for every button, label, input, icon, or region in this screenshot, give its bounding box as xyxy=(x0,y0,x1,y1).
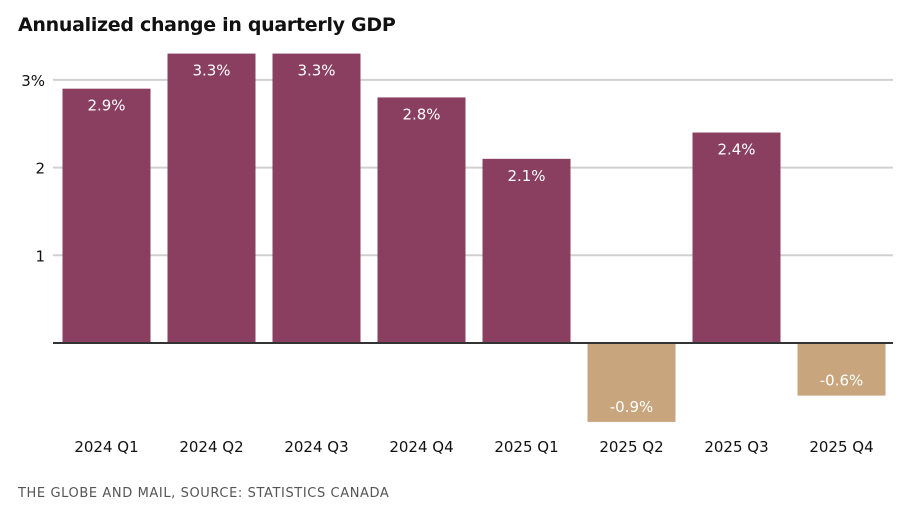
data-label: -0.6% xyxy=(820,372,864,390)
bar xyxy=(272,53,361,344)
chart-title: Annualized change in quarterly GDP xyxy=(18,14,396,36)
bar xyxy=(587,343,676,422)
data-label: 2.8% xyxy=(402,105,440,123)
x-tick-label: 2025 Q4 xyxy=(809,438,873,456)
x-tick-label: 2024 Q1 xyxy=(74,438,138,456)
bar xyxy=(377,97,466,343)
data-label: 3.3% xyxy=(192,62,230,80)
y-tick-label: 1 xyxy=(35,247,45,265)
y-tick-label: 3% xyxy=(21,72,45,90)
x-tick-label: 2025 Q2 xyxy=(599,438,663,456)
x-tick-label: 2025 Q1 xyxy=(494,438,558,456)
data-label: 2.4% xyxy=(717,141,755,159)
bar xyxy=(482,158,571,343)
x-tick-label: 2025 Q3 xyxy=(704,438,768,456)
bar xyxy=(797,343,886,396)
x-tick-label: 2024 Q4 xyxy=(389,438,453,456)
bar xyxy=(62,88,151,343)
source-note: THE GLOBE AND MAIL, SOURCE: STATISTICS C… xyxy=(18,486,390,501)
data-label: -0.9% xyxy=(610,398,654,416)
bar xyxy=(692,132,781,343)
x-tick-label: 2024 Q2 xyxy=(179,438,243,456)
data-label: 2.9% xyxy=(87,97,125,115)
x-tick-label: 2024 Q3 xyxy=(284,438,348,456)
data-label: 2.1% xyxy=(507,167,545,185)
y-tick-label: 2 xyxy=(35,160,45,178)
bar xyxy=(167,53,256,344)
data-label: 3.3% xyxy=(297,62,335,80)
